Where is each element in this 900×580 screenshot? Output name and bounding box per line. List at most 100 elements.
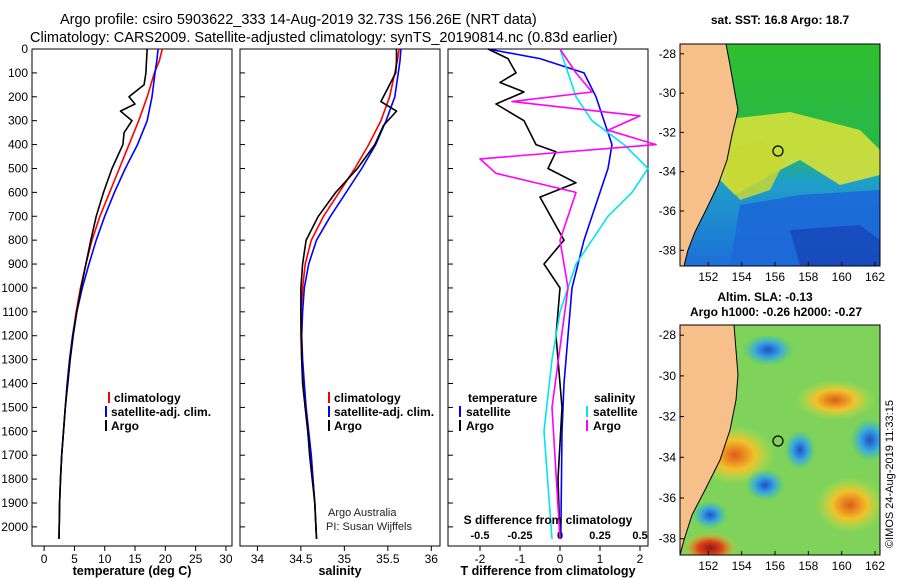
- sla-cool-eddy-2: [745, 469, 785, 501]
- sst-map: [680, 44, 880, 266]
- y-tick-label: 900: [8, 257, 28, 271]
- series-line-s-argo: [479, 48, 657, 539]
- map-y-tick-label: -38: [659, 532, 677, 546]
- y-tick-label: 1700: [1, 448, 28, 462]
- y-tick-label: 1600: [1, 424, 28, 438]
- attribution-line1: Argo Australia: [328, 507, 397, 519]
- y-tick-label: 1200: [1, 329, 28, 343]
- sst-warm-patch: [725, 140, 785, 200]
- y-tick-label: 500: [8, 161, 28, 175]
- legend-label-climatology: climatology: [334, 391, 401, 405]
- map-y-tick-label: -28: [659, 328, 677, 342]
- series-line-satellite-adj-clim-: [58, 48, 159, 539]
- x-tick-label: 0: [41, 552, 48, 566]
- y-tick-label: 800: [8, 233, 28, 247]
- sla-map-frame: [679, 324, 881, 556]
- y-tick-label: 0: [21, 42, 28, 56]
- y-tick-label: 400: [8, 138, 28, 152]
- map-x-tick-label: 162: [865, 270, 885, 284]
- difference-legend: temperature satellite Argo salinity sate…: [459, 391, 638, 433]
- series-line-satellite-adj-clim-: [300, 48, 402, 539]
- secondary-x-tick-label: 0.25: [589, 530, 610, 542]
- sla-cool-eddy-5: [850, 418, 880, 462]
- y-tick-label: 1400: [1, 377, 28, 391]
- sla-land: [680, 325, 739, 555]
- y-tick-label: 1900: [1, 496, 28, 510]
- x-tick-label: 2: [637, 552, 644, 566]
- legend-label-s-satellite: satellite: [593, 405, 638, 419]
- figure-title-line2: Climatology: CARS2009. Satellite-adjuste…: [30, 30, 618, 46]
- sst-map-title: sat. SST: 16.8 Argo: 18.7: [711, 13, 850, 27]
- map-x-tick-label: 154: [732, 559, 752, 573]
- sla-argo-marker: [772, 435, 784, 447]
- map-x-tick-label: 160: [832, 270, 852, 284]
- legend-label-s-argo: Argo: [593, 419, 621, 433]
- secondary-x-tick-label: -0.5: [471, 530, 490, 542]
- map-x-tick-label: 152: [698, 270, 718, 284]
- sla-map-subtitle: Argo h1000: -0.26 h2000: -0.27: [690, 305, 862, 319]
- y-tick-label: 600: [8, 185, 28, 199]
- y-tick-label: 1800: [1, 472, 28, 486]
- sst-map-axes: 152 154 156 158 160 162 -28 -30 -32 -34 -36 -38: [659, 47, 886, 284]
- figure-title-line1: Argo profile: csiro 5903622_333 14-Aug-2…: [60, 12, 537, 28]
- legend-label-satellite: satellite-adj. clim.: [334, 405, 434, 419]
- series-line-s-satellite: [543, 48, 649, 539]
- legend-title-salinity: salinity: [594, 391, 636, 405]
- x-tick-label: 1: [597, 552, 604, 566]
- map-y-tick-label: -28: [659, 47, 677, 61]
- map-y-tick-label: -34: [659, 165, 677, 179]
- x-tick-label: 35.5: [376, 552, 400, 566]
- y-tick-label: 2000: [1, 520, 28, 534]
- sla-map-title: Altim. SLA: -0.13: [717, 290, 813, 304]
- map-y-tick-label: -38: [659, 243, 677, 257]
- difference-panel-frame: [447, 48, 649, 547]
- y-tick-label: 700: [8, 209, 28, 223]
- map-y-tick-label: -34: [659, 450, 677, 464]
- series-line-climatology: [300, 48, 400, 539]
- salinity-xlabel: salinity: [318, 564, 361, 578]
- y-tick-label: 200: [8, 90, 28, 104]
- map-x-tick-label: 160: [832, 559, 852, 573]
- sst-map-frame: [679, 43, 881, 267]
- series-line-t-argo: [487, 48, 577, 539]
- y-tick-label: 100: [8, 66, 28, 80]
- legend-label-argo: Argo: [111, 419, 139, 433]
- temperature-panel-frame: [31, 48, 233, 547]
- x-tick-label: 0: [557, 552, 564, 566]
- attribution-line2: PI: Susan Wijffels: [326, 521, 412, 533]
- map-y-tick-label: -36: [659, 491, 677, 505]
- y-tick-label: 1500: [1, 400, 28, 414]
- difference-secondary-xlabel: S difference from climatology: [464, 513, 633, 527]
- temperature-xlabel: temperature (deg C): [73, 564, 192, 578]
- x-tick-label: 20: [159, 552, 173, 566]
- x-tick-label: 25: [189, 552, 203, 566]
- difference-plot: -2 -1 0 1 2-0.5 -0.25 0 0.25 0.5: [471, 48, 657, 566]
- sla-cool-eddy-3: [692, 501, 728, 529]
- secondary-x-tick-label: 0.5: [632, 530, 647, 542]
- map-y-tick-label: -30: [659, 369, 677, 383]
- y-tick-label: 1000: [1, 281, 28, 295]
- series-line-argo: [58, 48, 148, 539]
- sla-warm-eddy-2: [795, 380, 875, 420]
- salinity-panel-frame: [239, 48, 441, 547]
- map-x-tick-label: 162: [865, 559, 885, 573]
- map-x-tick-label: 158: [798, 559, 818, 573]
- map-x-tick-label: 152: [698, 559, 718, 573]
- x-tick-label: 15: [128, 552, 142, 566]
- x-tick-label: 36: [425, 552, 439, 566]
- sla-hot-eddy: [682, 532, 738, 555]
- map-y-tick-label: -32: [659, 410, 677, 424]
- secondary-x-tick-label: -0.25: [507, 530, 532, 542]
- y-tick-label: 1300: [1, 353, 28, 367]
- x-tick-label: 35: [338, 552, 352, 566]
- series-line-t-satellite: [487, 48, 613, 539]
- temperature-legend: climatology satellite-adj. clim. Argo: [105, 391, 211, 433]
- map-x-tick-label: 154: [732, 270, 752, 284]
- temperature-plot: 0 5 10 15 20 25 30: [41, 48, 233, 566]
- legend-label-climatology: climatology: [114, 391, 181, 405]
- difference-xlabel: T difference from climatology: [460, 564, 635, 578]
- legend-label-satellite: satellite-adj. clim.: [111, 405, 211, 419]
- legend-label-t-satellite: satellite: [466, 405, 511, 419]
- credit-text: ©IMOS 24-Aug-2019 11:33:15: [884, 400, 896, 548]
